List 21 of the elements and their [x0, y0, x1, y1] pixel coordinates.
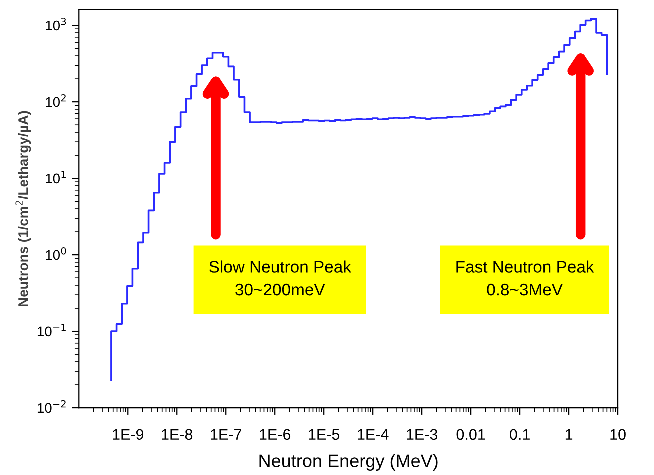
x-tick-label: 10 [610, 429, 626, 440]
x-tick-label: 0.01 [456, 429, 486, 440]
x-tick-label: 1E-7 [211, 429, 242, 440]
x-tick-label: 1E-9 [113, 429, 144, 440]
x-tick-label: 1E-6 [260, 429, 291, 440]
y-axis-title: Neutrons (1/cm$^{2}$/Lethargy/µA) [16, 111, 32, 307]
y-tick-label: 10$^{−1}$ [38, 324, 66, 337]
y-tick-label: 10$^{3}$ [46, 18, 66, 31]
x-tick-label: 1E-4 [358, 429, 389, 440]
annotation: Slow Neutron Peak 30~200meV [210, 260, 352, 296]
y-tick-label: 10$^{1}$ [46, 171, 66, 184]
x-axis-title: Neutron Energy (MeV) [260, 454, 438, 472]
x-tick-label: 1E-5 [309, 429, 340, 440]
x-tick-label: 1E-3 [407, 429, 438, 440]
x-tick-label: 0.1 [510, 429, 530, 440]
annotation: Fast Neutron Peak 0.8~3MeV [456, 260, 594, 296]
y-tick-label: 10$^{0}$ [46, 247, 66, 260]
y-tick-label: 10$^{2}$ [46, 94, 66, 108]
x-tick-label: 1E-8 [162, 429, 193, 440]
x-tick-label: 1 [566, 429, 573, 440]
y-tick-label: 10$^{−2}$ [38, 400, 66, 414]
